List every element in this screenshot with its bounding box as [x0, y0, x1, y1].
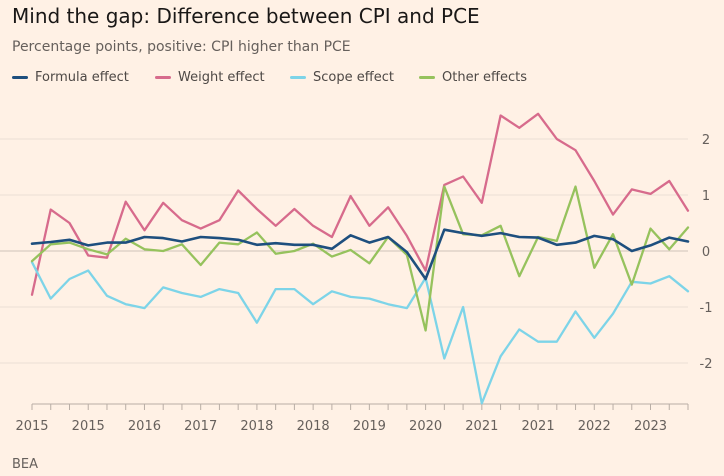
- x-tick-label-11: 2023: [634, 419, 667, 434]
- x-tick-label-5: 2018: [297, 419, 330, 434]
- x-tick-label-4: 2018: [240, 419, 273, 434]
- legend-item-other-effects: Other effects: [419, 70, 527, 85]
- legend-item-scope-effect: Scope effect: [290, 70, 394, 85]
- legend-swatch-weight: [155, 76, 171, 79]
- x-tick-label-3: 2017: [184, 419, 217, 434]
- x-tick-label-8: 2021: [465, 419, 498, 434]
- legend-label-scope: Scope effect: [313, 70, 394, 85]
- y-tick-label-0: 2: [702, 133, 710, 148]
- series-line-formula: [30, 228, 690, 281]
- source-note: BEA: [12, 457, 39, 472]
- y-tick-label-1: 1: [702, 189, 710, 204]
- legend-swatch-scope: [290, 76, 306, 79]
- series-line-scope: [30, 261, 690, 405]
- x-tick-label-7: 2020: [409, 419, 442, 434]
- y-tick-label-4: -2: [700, 357, 713, 372]
- legend-item-formula-effect: Formula effect: [12, 70, 129, 85]
- y-tick-label-3: -1: [700, 301, 713, 316]
- legend-item-weight-effect: Weight effect: [155, 70, 265, 85]
- x-tick-label-10: 2022: [578, 419, 611, 434]
- legend-label-weight: Weight effect: [178, 70, 265, 85]
- x-tick-label-9: 2021: [522, 419, 555, 434]
- series-line-other: [30, 185, 690, 332]
- x-tick-label-6: 2019: [353, 419, 386, 434]
- y-tick-label-2: 0: [702, 245, 710, 260]
- chart-area: 2 1 0 -1 -2 2015 2015 2016 2017 2018 2018 2019 2020 2…: [0, 112, 713, 434]
- x-tick-label-2: 2016: [128, 419, 161, 434]
- legend-swatch-formula: [12, 76, 28, 79]
- series-line-weight: [30, 112, 690, 296]
- x-tick-label-1: 2015: [72, 419, 105, 434]
- x-tick-label-0: 2015: [15, 419, 48, 434]
- chart-title: Mind the gap: Difference between CPI and…: [12, 4, 480, 28]
- legend-label-formula: Formula effect: [35, 70, 129, 85]
- legend-swatch-other: [419, 76, 435, 79]
- chart-subtitle: Percentage points, positive: CPI higher …: [12, 39, 351, 55]
- legend: Formula effect Weight effect Scope effec…: [12, 70, 712, 88]
- legend-label-other: Other effects: [442, 70, 528, 85]
